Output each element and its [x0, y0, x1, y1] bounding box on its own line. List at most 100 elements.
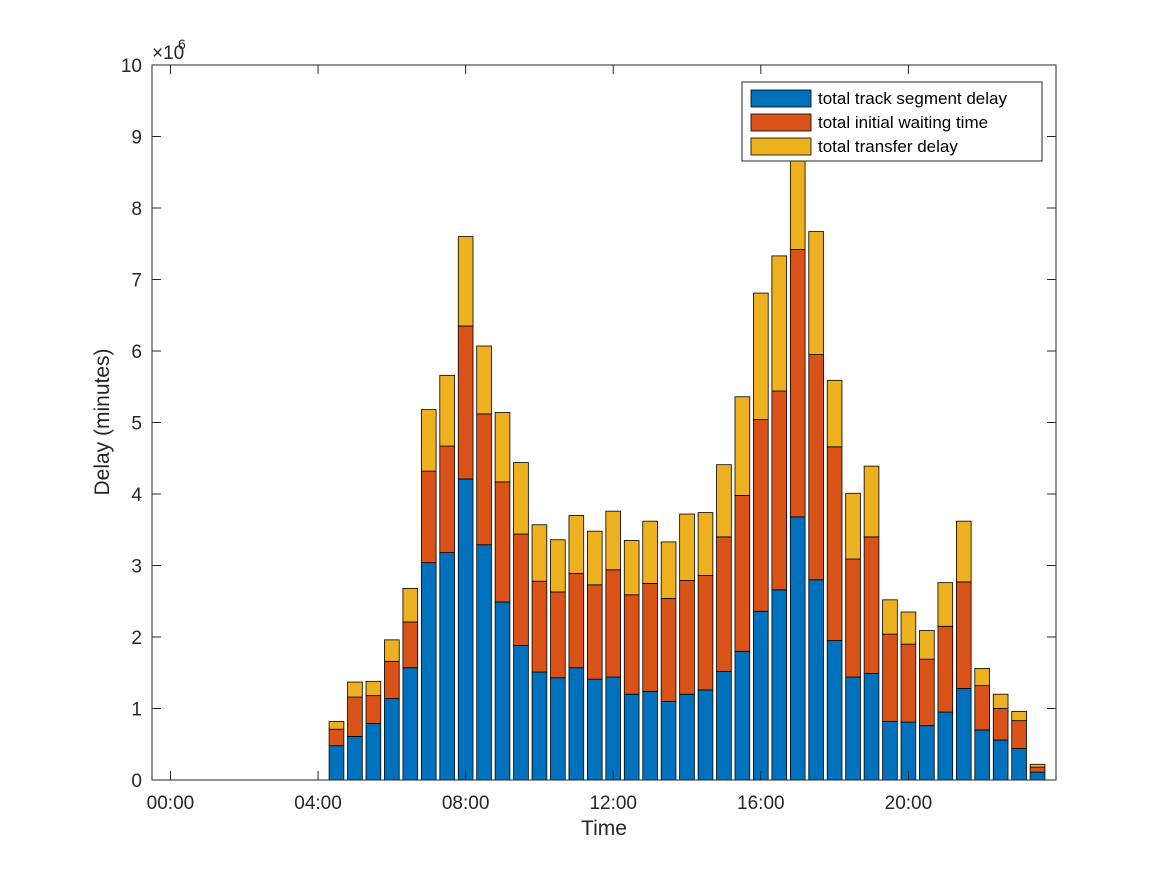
bar-segment-1-21	[716, 536, 732, 672]
bar-segment-0-15	[605, 676, 622, 781]
bar-segment-0-11	[531, 671, 548, 781]
bar-segment-1-24	[771, 390, 788, 591]
bar-segment-0-2	[365, 723, 382, 781]
bar-segment-0-30	[882, 720, 898, 781]
bar-segment-2-16	[623, 540, 640, 596]
bar-segment-2-33	[937, 582, 954, 627]
bar-segment-0-26	[808, 579, 824, 781]
bar-segment-0-32	[919, 725, 935, 781]
y-exponent-base: ×10	[152, 43, 184, 64]
ticks-layer: 0 1 2 3 4 5 6 7 8 9 10 00:00 04:00 08:00 12:00 16:00 20:…	[121, 56, 1056, 814]
bar-segment-2-7	[457, 236, 474, 327]
bar-segment-0-16	[623, 693, 640, 781]
bar-segment-1-19	[679, 580, 695, 695]
bar-segment-1-34	[955, 581, 972, 689]
bar-segment-1-1	[347, 696, 363, 737]
bar-segment-0-22	[734, 650, 751, 781]
y-tick-label-8: 8	[131, 199, 142, 220]
bar-segment-1-10	[513, 533, 529, 646]
bar-segment-1-15	[605, 569, 622, 678]
y-tick-label-10: 10	[121, 56, 142, 77]
bar-segment-1-8	[476, 413, 492, 546]
bar-segment-2-34	[955, 520, 972, 583]
bar-segment-2-2	[365, 680, 382, 697]
y-tick-label-2: 2	[131, 628, 142, 649]
x-tick-label-0: 00:00	[147, 793, 195, 814]
legend-swatch-1	[750, 113, 812, 132]
bar-segment-0-36	[992, 739, 1009, 781]
bar-segment-2-27	[826, 379, 843, 448]
y-exponent-label: ×10 6	[152, 36, 186, 64]
bar-segment-2-30	[882, 599, 898, 635]
bar-segment-1-5	[420, 470, 437, 564]
bar-segment-0-5	[420, 562, 437, 781]
bar-segment-2-38	[1029, 763, 1046, 768]
bar-segment-1-18	[660, 597, 677, 702]
bar-segment-2-6	[439, 374, 455, 447]
bar-segment-2-4	[402, 587, 419, 623]
legend-swatch-0	[750, 89, 812, 108]
bar-segment-1-3	[384, 660, 400, 699]
bar-segment-0-0	[328, 745, 345, 781]
bar-segment-2-9	[494, 412, 511, 483]
legend-label-0: total track segment delay	[818, 89, 1007, 108]
y-tick-label-1: 1	[131, 700, 142, 721]
bar-segment-2-18	[660, 541, 677, 599]
y-exponent-power: 6	[178, 36, 186, 52]
bar-segment-0-1	[347, 735, 363, 781]
bar-segment-0-18	[660, 700, 677, 781]
bar-segment-2-24	[771, 255, 788, 392]
bar-segment-2-22	[734, 396, 751, 496]
bar-segment-0-21	[716, 670, 732, 781]
bar-segment-2-29	[863, 465, 880, 538]
bar-segment-2-15	[605, 510, 622, 571]
bar-segment-0-9	[494, 601, 511, 781]
x-tick-label-4: 16:00	[737, 793, 785, 814]
bar-segment-2-11	[531, 524, 548, 582]
bar-segment-2-36	[992, 693, 1009, 709]
bar-segment-2-19	[679, 513, 695, 581]
bar-segment-2-12	[550, 539, 566, 593]
bar-segment-1-12	[550, 591, 566, 679]
bar-segment-0-13	[568, 667, 585, 781]
bar-segment-1-2	[365, 695, 382, 724]
bar-segment-2-37	[1011, 710, 1027, 722]
bar-segment-0-24	[771, 589, 788, 781]
y-axis-title: Delay (minutes)	[91, 348, 114, 495]
bar-segment-0-4	[402, 667, 419, 781]
bar-segment-2-17	[642, 520, 658, 584]
legend-swatch-2	[750, 137, 812, 156]
bar-segment-1-28	[845, 558, 861, 678]
bar-segment-0-6	[439, 552, 455, 781]
y-tick-label-4: 4	[131, 485, 142, 506]
y-tick-label-3: 3	[131, 557, 142, 578]
bar-segment-1-13	[568, 572, 585, 669]
bar-segment-1-14	[587, 584, 603, 680]
bar-segment-1-17	[642, 582, 658, 692]
bar-segment-0-25	[789, 516, 806, 781]
bar-segment-1-23	[753, 419, 769, 612]
bar-segment-0-20	[697, 689, 714, 781]
x-axis-title: Time	[581, 817, 627, 840]
bar-segment-2-32	[919, 630, 935, 660]
bar-segment-1-22	[734, 495, 751, 652]
legend-label-2: total transfer delay	[818, 137, 958, 156]
bar-segment-1-0	[328, 728, 345, 747]
bar-segment-0-17	[642, 690, 658, 781]
bar-segment-0-38	[1029, 771, 1046, 781]
bar-segment-1-11	[531, 580, 548, 673]
bar-segment-2-21	[716, 464, 732, 538]
bar-segment-0-34	[955, 688, 972, 781]
legend-label-1: total initial waiting time	[818, 113, 988, 132]
bar-segment-0-35	[974, 729, 990, 781]
bar-segment-2-26	[808, 231, 824, 355]
bar-segment-1-32	[919, 658, 935, 727]
bar-segment-2-0	[328, 720, 345, 730]
bar-segment-2-31	[900, 611, 917, 645]
bar-segment-2-35	[974, 668, 990, 687]
bar-segment-1-31	[900, 643, 917, 723]
y-tick-label-0: 0	[131, 771, 142, 792]
bar-segment-1-36	[992, 708, 1009, 741]
bar-segment-1-4	[402, 621, 419, 669]
bar-segment-0-14	[587, 678, 603, 781]
